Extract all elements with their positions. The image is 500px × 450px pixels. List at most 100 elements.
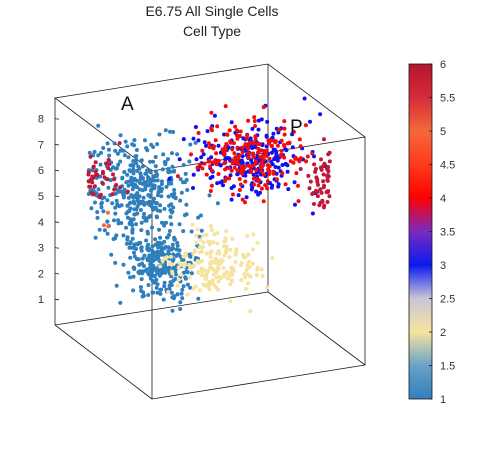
data-point-type-6: [117, 141, 122, 146]
data-point-type-3: [302, 96, 307, 101]
data-point-type-4: [200, 148, 205, 153]
data-point-type-3: [201, 152, 206, 157]
data-point-type-1: [166, 251, 171, 256]
data-point-type-3: [276, 182, 281, 187]
data-point-type-6: [321, 205, 326, 210]
data-point-type-1: [139, 220, 144, 225]
data-point-type-4: [207, 145, 212, 150]
data-point-type-1: [181, 229, 186, 234]
data-point-type-6: [325, 178, 330, 183]
data-point-type-1: [113, 205, 118, 210]
data-point-type-4: [261, 157, 266, 162]
colorbar-tick-label: 1: [440, 394, 446, 406]
data-point-type-2: [221, 266, 226, 270]
data-point-type-2: [160, 258, 165, 263]
data-point-type-1: [134, 242, 138, 247]
data-point-type-4: [253, 137, 258, 142]
data-point-type-4: [274, 177, 279, 182]
data-point-type-4: [263, 183, 268, 188]
data-point-type-4: [211, 160, 216, 165]
colorbar-tick-label: 6: [440, 59, 446, 71]
data-point-type-1: [170, 151, 174, 156]
data-point-type-3: [264, 133, 269, 138]
data-point-type-1: [124, 211, 129, 216]
data-point-type-1: [130, 223, 135, 228]
data-point-type-1: [144, 267, 149, 272]
data-point-type-2: [260, 274, 265, 278]
data-point-type-3: [222, 132, 227, 137]
data-point-type-2: [197, 288, 202, 293]
data-point-type-4: [214, 151, 219, 156]
data-point-type-1: [128, 200, 133, 205]
data-point-type-6: [318, 200, 323, 205]
data-point-type-3: [276, 165, 281, 170]
data-point-type-5: [106, 224, 111, 229]
data-point-type-1: [134, 178, 139, 183]
data-point-type-2: [187, 262, 192, 267]
data-point-type-4: [238, 182, 243, 187]
data-point-type-1: [154, 269, 159, 274]
data-point-type-4: [209, 110, 214, 115]
data-point-type-3: [250, 185, 255, 190]
data-point-type-1: [183, 171, 188, 176]
data-point-type-6: [321, 164, 326, 169]
data-point-type-6: [298, 167, 303, 171]
data-point-type-3: [273, 165, 278, 169]
data-point-type-1: [130, 187, 135, 192]
data-point-type-2: [208, 224, 213, 229]
data-point-type-1: [147, 199, 152, 204]
data-point-type-1: [154, 201, 159, 206]
data-point-type-4: [243, 143, 248, 148]
data-point-type-1: [141, 215, 146, 220]
data-point-type-4: [234, 133, 239, 138]
data-point-type-6: [313, 167, 318, 171]
data-point-type-6: [321, 179, 326, 184]
data-point-type-2: [207, 279, 212, 284]
data-point-type-1: [179, 291, 184, 296]
data-point-type-2: [244, 286, 248, 291]
data-point-type-3: [202, 140, 207, 145]
data-point-type-1: [126, 155, 131, 160]
data-point-type-2: [176, 277, 181, 282]
data-point-type-1: [101, 209, 106, 214]
data-point-type-4: [267, 172, 272, 176]
data-point-type-1: [163, 162, 168, 167]
data-point-type-1: [131, 199, 136, 204]
data-point-type-1: [167, 232, 171, 237]
data-point-type-1: [113, 211, 118, 216]
data-point-type-1: [98, 162, 103, 167]
data-point-type-1: [162, 280, 167, 285]
data-point-type-4: [229, 168, 234, 173]
data-point-type-2: [187, 275, 192, 280]
z-tick-label: 7: [38, 139, 44, 151]
data-point-type-1: [144, 238, 149, 243]
data-point-type-4: [202, 161, 207, 166]
data-point-type-6: [93, 160, 98, 165]
data-point-type-1: [171, 130, 176, 134]
data-point-type-4: [261, 163, 266, 167]
data-point-type-6: [312, 162, 317, 167]
data-point-type-4: [279, 148, 284, 153]
data-point-type-1: [138, 177, 143, 182]
data-point-type-1: [185, 282, 190, 287]
data-point-type-4: [262, 172, 266, 177]
data-point-type-1: [156, 245, 161, 250]
data-point-type-1: [114, 198, 119, 203]
data-point-type-4: [259, 169, 264, 174]
colorbar: 1 1.5 2 2.5 3 3.5 4 4.5 5 5.5 6: [408, 59, 455, 406]
data-point-type-3: [251, 172, 256, 177]
data-point-type-4: [208, 189, 213, 193]
data-point-type-2: [183, 261, 188, 266]
data-point-type-2: [201, 282, 206, 287]
data-point-type-4: [223, 160, 228, 165]
data-point-type-4: [293, 156, 298, 161]
data-point-type-3: [271, 131, 276, 136]
data-point-type-4: [232, 165, 237, 170]
data-point-type-4: [279, 138, 284, 143]
data-point-type-2: [158, 264, 163, 269]
data-point-type-2: [190, 222, 195, 227]
data-point-type-1: [112, 141, 117, 146]
data-point-type-1: [139, 248, 144, 253]
data-point-type-4: [221, 149, 226, 154]
data-point-type-4: [215, 124, 220, 129]
